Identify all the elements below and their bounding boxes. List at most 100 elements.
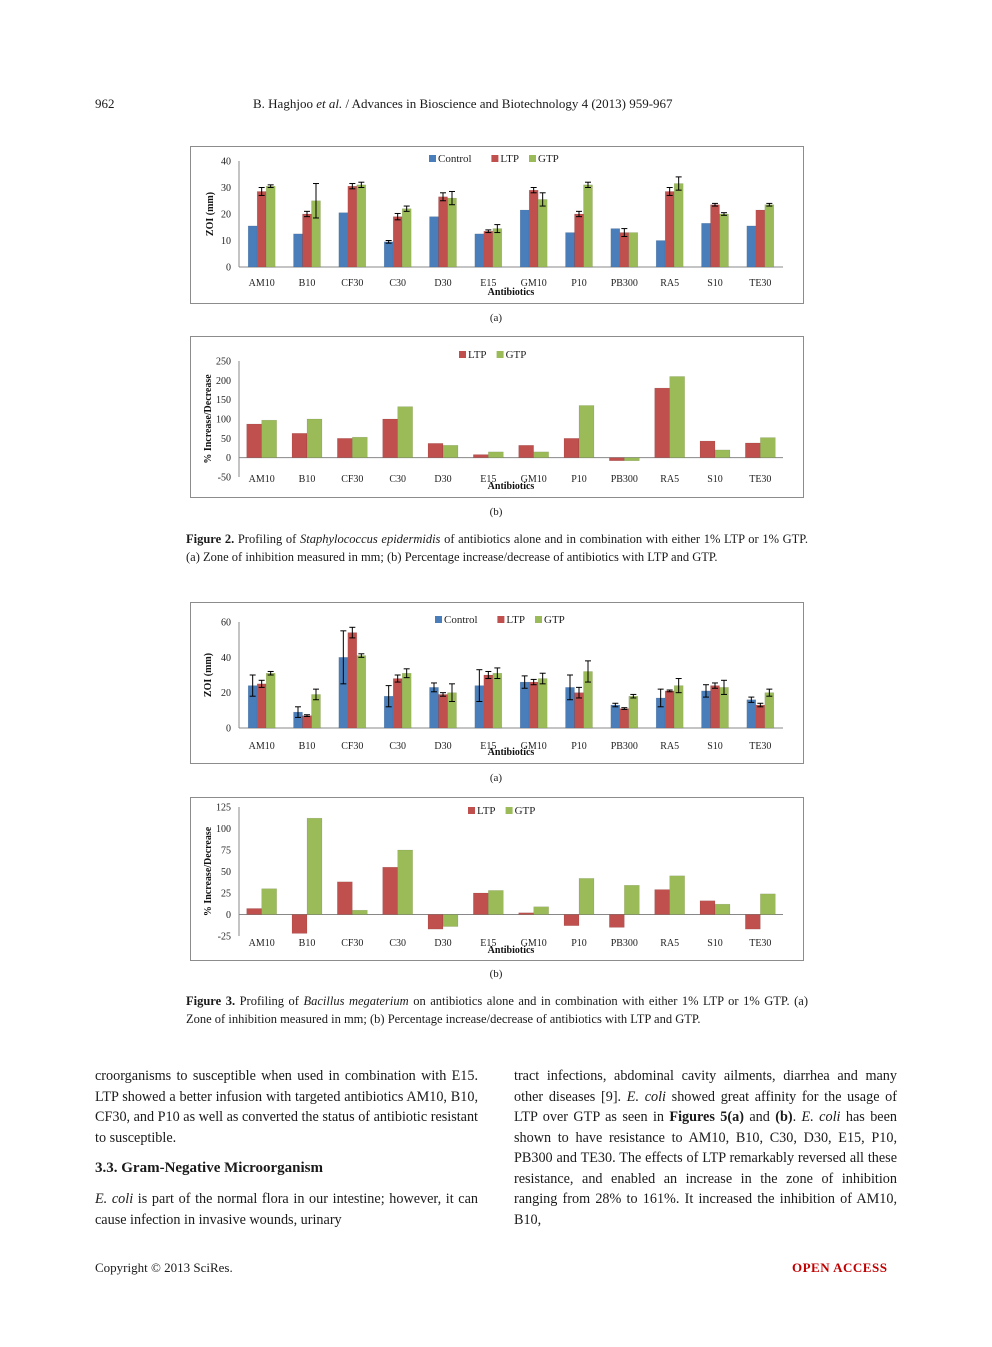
bar-gtp: [447, 197, 457, 268]
bar-ltp: [302, 715, 312, 729]
bar-gtp: [533, 451, 549, 458]
x-tick-label: RA5: [660, 741, 679, 752]
legend-label: GTP: [515, 805, 536, 817]
figure2a-chart: 0 10 20 30 40 AM10 B10 CF30 C30 D30 E15 GM10 P10 PB30…: [190, 146, 804, 304]
bar-gtp: [261, 419, 277, 458]
bar-control: [429, 216, 439, 268]
y-tick-label: 60: [221, 618, 231, 629]
bar-gtp: [628, 232, 639, 268]
y-axis-title: ZOI (mm): [203, 653, 214, 697]
x-tick-label: TE30: [749, 474, 771, 485]
bar-ltp: [246, 423, 262, 458]
figure3b-sublabel: (b): [489, 968, 503, 980]
x-tick-label: E15: [480, 938, 496, 949]
legend-label: Control: [444, 614, 478, 626]
bar-ltp: [745, 442, 761, 458]
bar-ltp: [256, 191, 267, 268]
bar-gtp: [492, 228, 503, 268]
x-tick-label: RA5: [660, 938, 679, 949]
section-heading: 3.3. Gram-Negative Microorganism: [95, 1160, 323, 1176]
legend-swatch: [529, 155, 536, 162]
legend-swatch: [497, 616, 505, 623]
bar-ltp: [483, 230, 494, 268]
bar-control: [519, 681, 530, 729]
bar-ltp: [609, 914, 625, 928]
legend-label: LTP: [500, 153, 519, 165]
y-tick-label: 50: [221, 434, 231, 445]
bar-gtp: [583, 184, 593, 268]
bar-gtp: [356, 655, 367, 729]
x-tick-label: CF30: [341, 938, 363, 949]
y-tick-label: 75: [221, 846, 231, 857]
bar-gtp: [669, 875, 685, 915]
bar-gtp: [764, 692, 775, 729]
bar-gtp: [306, 418, 323, 458]
bar-control: [383, 241, 394, 268]
x-tick-label: C30: [389, 474, 406, 485]
x-tick-label: P10: [571, 741, 587, 752]
x-tick-label: B10: [299, 938, 316, 949]
bar-gtp: [397, 406, 413, 458]
bar-gtp: [624, 457, 640, 462]
bar-ltp: [563, 914, 580, 926]
bar-ltp: [337, 881, 353, 915]
legend-label: Control: [438, 153, 472, 165]
legend-label: LTP: [477, 805, 496, 817]
x-tick-label: GM10: [521, 741, 547, 752]
y-tick-label: 40: [221, 157, 231, 168]
bar-gtp: [714, 449, 731, 458]
x-tick-label: D30: [434, 938, 451, 949]
bar-ltp: [619, 232, 630, 268]
bar-ltp: [619, 708, 630, 729]
x-tick-label: PB300: [611, 741, 638, 752]
x-tick-label: P10: [571, 278, 587, 289]
x-tick-label: AM10: [249, 474, 275, 485]
x-tick-label: S10: [707, 474, 723, 485]
bar-gtp: [673, 183, 684, 268]
y-tick-label: 25: [221, 889, 231, 900]
legend-label: GTP: [506, 349, 527, 361]
bar-ltp: [654, 387, 670, 458]
y-tick-label: 20: [221, 688, 231, 699]
y-tick-label: 0: [226, 263, 231, 274]
bar-ltp: [518, 445, 534, 458]
bar-gtp: [488, 890, 504, 915]
body-left-column-2: E. coli is part of the normal flora in o…: [95, 1189, 478, 1230]
x-tick-label: RA5: [660, 278, 679, 289]
y-tick-label: -50: [218, 473, 231, 484]
bar-gtp: [537, 199, 548, 268]
bar-gtp: [488, 451, 504, 458]
legend-label: GTP: [538, 153, 559, 165]
bar-ltp: [574, 213, 584, 268]
x-tick-label: P10: [571, 938, 587, 949]
bar-ltp: [473, 454, 489, 458]
bar-gtp: [265, 185, 276, 268]
bar-ltp: [347, 185, 358, 268]
y-tick-label: 10: [221, 236, 231, 247]
bar-gtp: [578, 405, 595, 458]
bar-ltp: [438, 694, 448, 729]
y-tick-label: 0: [226, 724, 231, 735]
bar-ltp: [664, 191, 675, 268]
bar-ltp: [382, 418, 398, 458]
bar-ltp: [563, 438, 580, 458]
legend-swatch: [435, 616, 442, 623]
x-axis-title: Antibiotics: [488, 287, 535, 298]
figure3a-sublabel: (a): [489, 772, 503, 784]
bar-control: [610, 228, 621, 268]
legend-swatch: [496, 351, 504, 358]
x-tick-label: PB300: [611, 278, 638, 289]
legend-label: LTP: [506, 614, 525, 626]
x-tick-label: C30: [389, 278, 406, 289]
y-tick-label: -25: [218, 932, 231, 943]
y-tick-label: 30: [221, 183, 231, 194]
bar-ltp: [528, 681, 539, 729]
y-axis-title: % Increase/Decrease: [203, 826, 214, 916]
y-tick-label: 125: [216, 803, 231, 814]
y-tick-label: 150: [216, 395, 231, 406]
x-tick-label: AM10: [249, 741, 275, 752]
bar-ltp: [528, 189, 539, 268]
bar-ltp: [755, 704, 766, 729]
figure3b-chart: -25 0 25 50 75 100 125 AM10 B10 CF30 C30 D30 E15 GM10…: [190, 797, 804, 961]
x-tick-label: B10: [299, 278, 316, 289]
